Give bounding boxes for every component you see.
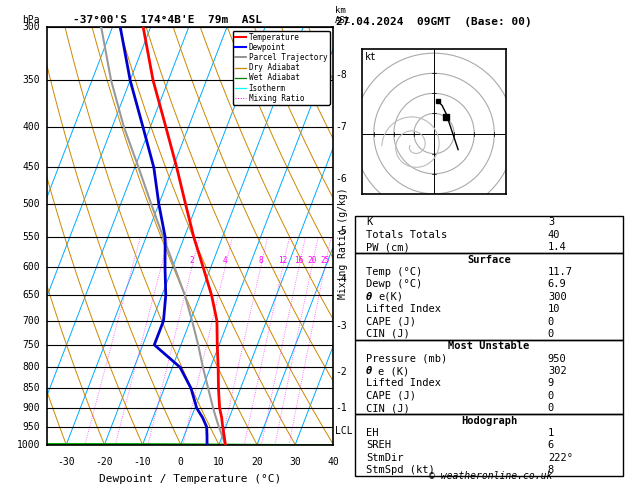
- Text: 750: 750: [23, 340, 40, 350]
- Text: EH: EH: [366, 428, 379, 438]
- Text: 0: 0: [548, 316, 554, 327]
- Text: 1000: 1000: [16, 440, 40, 450]
- Text: -37°00'S  174°4B'E  79m  ASL: -37°00'S 174°4B'E 79m ASL: [73, 15, 262, 25]
- Text: 302: 302: [548, 366, 567, 376]
- Text: 8: 8: [259, 256, 263, 265]
- Text: -10: -10: [134, 457, 152, 467]
- Text: CAPE (J): CAPE (J): [366, 316, 416, 327]
- Text: 450: 450: [23, 162, 40, 173]
- Text: 0: 0: [178, 457, 184, 467]
- Text: 300: 300: [23, 22, 40, 32]
- Text: © weatheronline.co.uk: © weatheronline.co.uk: [429, 471, 552, 481]
- Bar: [355, 253, 623, 340]
- Text: 500: 500: [23, 199, 40, 209]
- Text: -7: -7: [335, 122, 347, 132]
- Text: K: K: [366, 217, 372, 227]
- Legend: Temperature, Dewpoint, Parcel Trajectory, Dry Adiabat, Wet Adiabat, Isotherm, Mi: Temperature, Dewpoint, Parcel Trajectory…: [233, 31, 330, 105]
- Text: 10: 10: [548, 304, 560, 314]
- Text: -30: -30: [57, 457, 75, 467]
- Text: CAPE (J): CAPE (J): [366, 391, 416, 401]
- Text: 40: 40: [328, 457, 339, 467]
- Text: 11.7: 11.7: [548, 267, 573, 277]
- Text: 9: 9: [548, 379, 554, 388]
- Text: 1: 1: [548, 428, 554, 438]
- Text: PW (cm): PW (cm): [366, 242, 410, 252]
- Text: 900: 900: [23, 403, 40, 413]
- Text: 4: 4: [223, 256, 227, 265]
- Text: 12: 12: [278, 256, 287, 265]
- Text: 222°: 222°: [548, 452, 573, 463]
- Text: e (K): e (K): [378, 366, 409, 376]
- Text: LCL: LCL: [335, 426, 352, 436]
- Text: 16: 16: [294, 256, 304, 265]
- Text: 3: 3: [548, 217, 554, 227]
- Text: 25: 25: [320, 256, 330, 265]
- Text: 600: 600: [23, 262, 40, 272]
- Text: Most Unstable: Most Unstable: [448, 341, 530, 351]
- Bar: [355, 415, 623, 476]
- Text: 700: 700: [23, 316, 40, 326]
- Text: StmSpd (kt): StmSpd (kt): [366, 465, 435, 475]
- Text: -6: -6: [335, 174, 347, 184]
- Text: -4: -4: [335, 274, 347, 284]
- Text: 0: 0: [548, 329, 554, 339]
- Text: Temp (°C): Temp (°C): [366, 267, 422, 277]
- Text: StmDir: StmDir: [366, 452, 404, 463]
- Text: 40: 40: [548, 230, 560, 240]
- Text: -5: -5: [335, 226, 347, 236]
- Bar: [355, 340, 623, 415]
- Text: CIN (J): CIN (J): [366, 329, 410, 339]
- Text: Mixing Ratio (g/kg): Mixing Ratio (g/kg): [338, 187, 348, 299]
- Text: 20: 20: [307, 256, 316, 265]
- Text: 1.4: 1.4: [548, 242, 567, 252]
- Text: SREH: SREH: [366, 440, 391, 451]
- Text: hPa: hPa: [23, 15, 40, 25]
- Text: 2: 2: [189, 256, 194, 265]
- Text: θ: θ: [366, 366, 372, 376]
- Text: -8: -8: [335, 70, 347, 80]
- Text: 950: 950: [23, 422, 40, 432]
- Text: 30: 30: [289, 457, 301, 467]
- Text: 550: 550: [23, 232, 40, 242]
- Text: Totals Totals: Totals Totals: [366, 230, 447, 240]
- Text: -2: -2: [335, 366, 347, 377]
- Text: km
ASL: km ASL: [335, 6, 351, 25]
- Text: Dewp (°C): Dewp (°C): [366, 279, 422, 289]
- Text: Hodograph: Hodograph: [461, 416, 517, 426]
- Text: 8: 8: [548, 465, 554, 475]
- Text: Surface: Surface: [467, 255, 511, 264]
- Text: 850: 850: [23, 383, 40, 393]
- Text: 0: 0: [548, 403, 554, 413]
- Text: 300: 300: [548, 292, 567, 302]
- Text: Dewpoint / Temperature (°C): Dewpoint / Temperature (°C): [99, 474, 281, 484]
- Text: Pressure (mb): Pressure (mb): [366, 354, 447, 364]
- Text: 800: 800: [23, 362, 40, 372]
- Text: 10: 10: [213, 457, 225, 467]
- Text: kt: kt: [365, 52, 376, 62]
- Bar: [355, 216, 623, 253]
- Text: 950: 950: [548, 354, 567, 364]
- Text: 400: 400: [23, 122, 40, 132]
- Text: -20: -20: [96, 457, 113, 467]
- Text: θ: θ: [366, 292, 372, 302]
- Text: 20: 20: [251, 457, 263, 467]
- Text: Lifted Index: Lifted Index: [366, 379, 441, 388]
- Text: CIN (J): CIN (J): [366, 403, 410, 413]
- Text: -1: -1: [335, 403, 347, 413]
- Text: -3: -3: [335, 321, 347, 331]
- Text: 0: 0: [548, 391, 554, 401]
- Text: 650: 650: [23, 290, 40, 300]
- Text: 6: 6: [548, 440, 554, 451]
- Text: Lifted Index: Lifted Index: [366, 304, 441, 314]
- Text: 6.9: 6.9: [548, 279, 567, 289]
- Text: e(K): e(K): [378, 292, 403, 302]
- Text: 27.04.2024  09GMT  (Base: 00): 27.04.2024 09GMT (Base: 00): [336, 17, 532, 27]
- Text: 350: 350: [23, 75, 40, 85]
